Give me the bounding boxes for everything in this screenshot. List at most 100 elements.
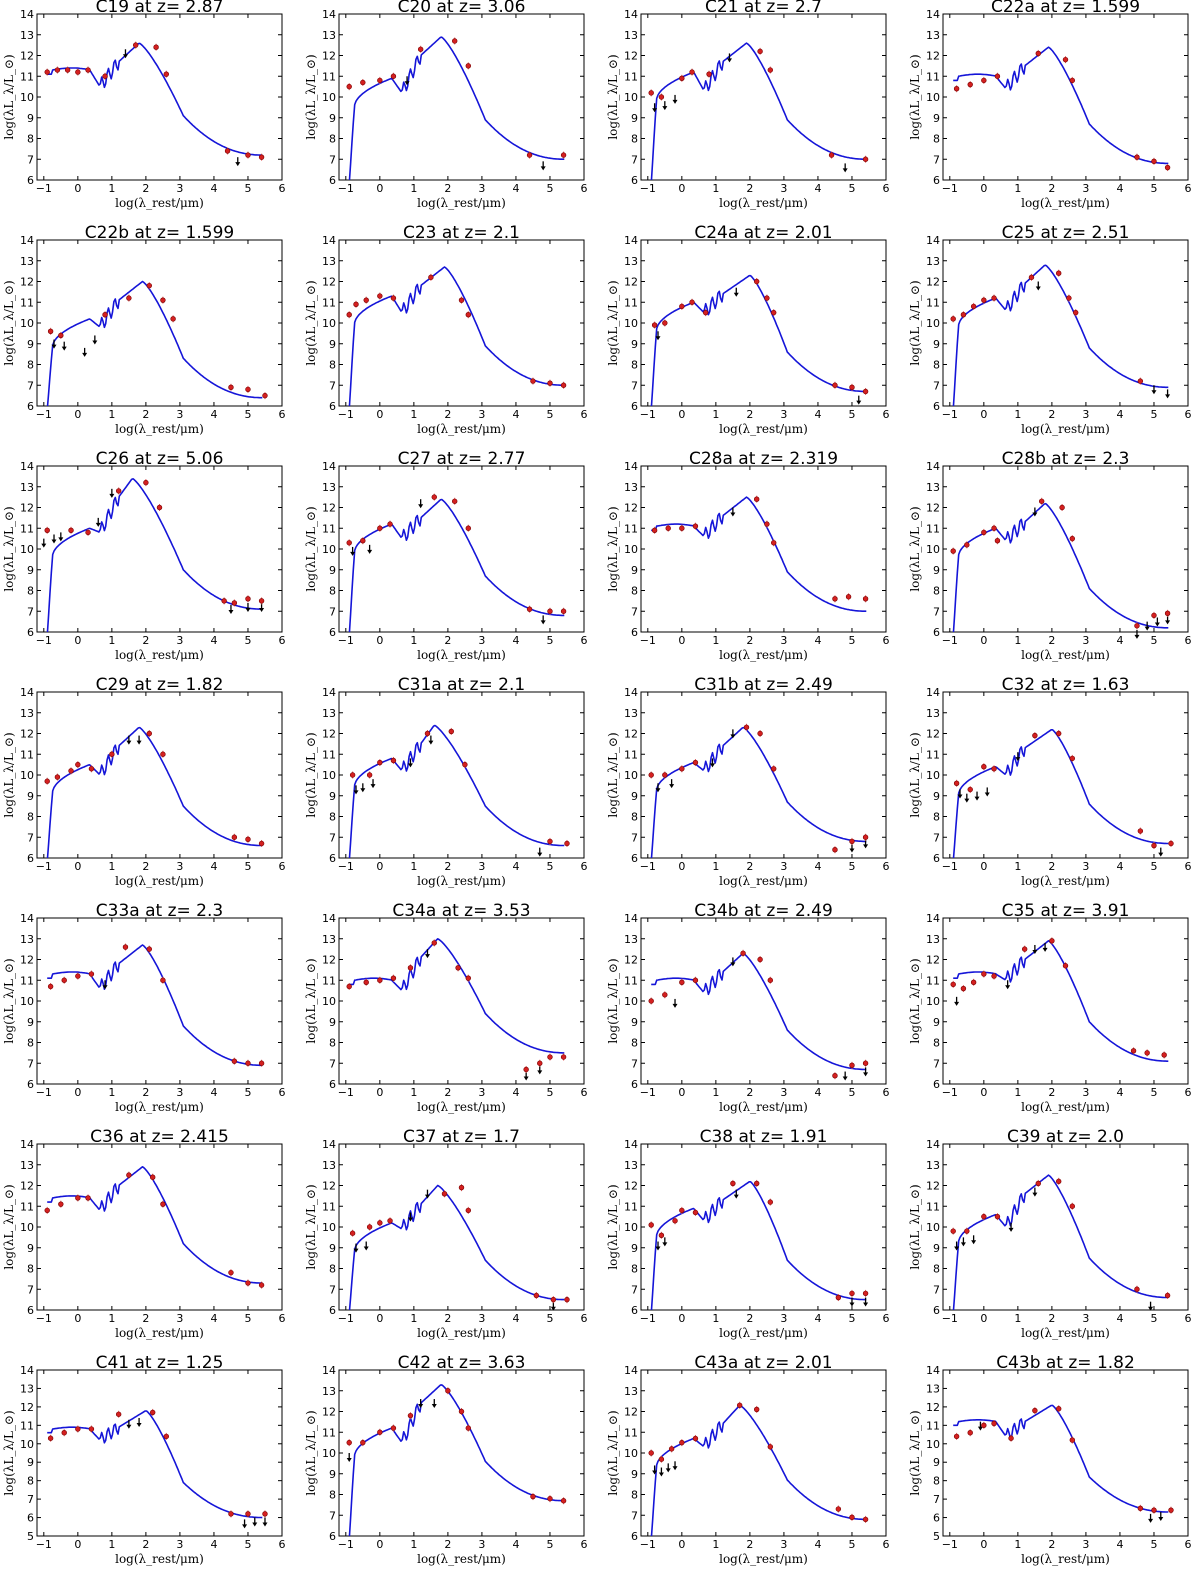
detection-point <box>706 71 712 77</box>
sed-model-line <box>651 496 867 613</box>
y-axis-label: log(λL_λ/L_⊙) <box>304 506 318 591</box>
y-tick-label: 7 <box>631 379 638 392</box>
detection-point <box>771 309 777 316</box>
detection-point <box>1049 938 1055 944</box>
x-tick-label: 0 <box>678 634 685 647</box>
x-tick-label: 6 <box>581 182 588 195</box>
panel-title: C22a at z= 1.599 <box>991 0 1140 17</box>
y-tick-label: 14 <box>20 912 34 925</box>
plot-frame <box>640 13 887 181</box>
upper-limit-head <box>1032 512 1038 517</box>
y-tick-label: 12 <box>926 1401 940 1414</box>
sed-panel: C34b at z= 2.49−1 0 1 2 3 4 5 667891011121314lo… <box>606 901 890 1114</box>
x-tick-label: 5 <box>1150 408 1157 421</box>
y-tick-label: 10 <box>926 543 940 556</box>
y-tick-label: 8 <box>329 585 336 598</box>
x-tick-label: −1 <box>640 1086 656 1099</box>
y-tick-label: 11 <box>322 1200 336 1213</box>
panel-title: C26 at z= 5.06 <box>96 449 224 469</box>
upper-limit-head <box>733 1194 739 1199</box>
x-tick-label: 3 <box>780 860 787 873</box>
sed-panel: C33a at z= 2.3−1 0 1 2 3 4 5 667891011121314log… <box>2 901 286 1114</box>
y-tick-label: 11 <box>926 296 940 309</box>
x-tick-label: 4 <box>210 1538 217 1551</box>
upper-limit-head <box>58 537 64 542</box>
y-tick-label: 10 <box>926 1221 940 1234</box>
upper-limit-head <box>672 1466 678 1471</box>
panel-title: C19 at z= 2.87 <box>96 0 224 17</box>
x-axis-label: log(λ_rest/μm) <box>417 648 506 662</box>
upper-limit-head <box>1035 286 1041 291</box>
y-tick-label: 8 <box>329 811 336 824</box>
sed-panel: C19 at z= 2.87−1 0 1 2 3 4 5 667891011121314log… <box>2 0 286 210</box>
x-tick-label: 0 <box>980 1538 987 1551</box>
x-tick-label: 3 <box>478 1312 485 1325</box>
y-tick-label: 6 <box>631 1078 638 1091</box>
detection-point <box>465 975 472 981</box>
detection-point <box>258 154 265 160</box>
y-tick-label: 11 <box>926 974 940 987</box>
detection-point <box>366 772 373 778</box>
x-tick-label: −1 <box>338 408 354 421</box>
x-tick-label: 3 <box>478 1538 485 1551</box>
upper-limit-head <box>82 352 88 357</box>
x-tick-label: −1 <box>640 1538 656 1551</box>
detection-point <box>953 85 960 92</box>
upper-limit-head <box>537 852 543 857</box>
detection-point <box>981 77 987 84</box>
x-tick-label: 1 <box>712 1312 719 1325</box>
y-tick-label: 10 <box>322 1221 336 1234</box>
y-tick-label: 6 <box>631 626 638 639</box>
sed-panel: C28a at z= 2.319−1 0 1 2 3 4 5 667891011121314l… <box>606 449 890 662</box>
detection-point <box>523 1066 529 1073</box>
y-axis-label: log(λL_λ/L_⊙) <box>908 1184 922 1269</box>
x-tick-label: 6 <box>883 634 890 647</box>
y-tick-label: 8 <box>933 1475 940 1488</box>
x-tick-label: 6 <box>1185 1538 1192 1551</box>
detection-point <box>262 1511 268 1517</box>
detection-point <box>47 983 54 990</box>
x-tick-label: 6 <box>279 860 286 873</box>
upper-limit-head <box>1134 634 1140 639</box>
y-tick-label: 6 <box>631 1304 638 1317</box>
x-tick-label: 3 <box>176 634 183 647</box>
detection-point <box>377 977 383 983</box>
detection-point <box>994 1213 1001 1220</box>
sed-panel: C23 at z= 2.1−1 0 1 2 3 4 5 667891011121314log(… <box>304 223 588 436</box>
upper-limit-head <box>954 1001 960 1006</box>
y-tick-label: 7 <box>933 831 940 844</box>
detection-point <box>85 529 91 536</box>
detection-point <box>126 295 132 301</box>
y-axis-label: log(λL_λ/L_⊙) <box>2 280 16 365</box>
detection-point <box>1073 309 1079 316</box>
detection-point <box>228 1269 234 1276</box>
x-tick-label: 5 <box>546 182 553 195</box>
x-axis-label: log(λ_rest/μm) <box>115 422 204 436</box>
detection-point <box>537 1060 543 1066</box>
detection-point <box>547 838 553 845</box>
upper-limit-head <box>418 504 424 509</box>
detection-point <box>44 69 50 75</box>
y-tick-label: 12 <box>926 1180 940 1193</box>
detection-point <box>828 152 835 158</box>
detection-point <box>149 1174 156 1180</box>
y-tick-label: 9 <box>329 790 336 803</box>
y-tick-label: 12 <box>20 954 34 967</box>
detection-point <box>160 1201 166 1207</box>
y-tick-label: 10 <box>20 995 34 1008</box>
detection-point <box>44 1207 50 1214</box>
x-tick-label: 6 <box>279 1538 286 1551</box>
sed-model-line <box>349 937 565 1054</box>
x-tick-label: 0 <box>74 1538 81 1551</box>
upper-limit-head <box>849 1302 855 1307</box>
y-tick-label: 12 <box>926 276 940 289</box>
panel-title: C28a at z= 2.319 <box>689 449 838 469</box>
y-tick-label: 10 <box>926 91 940 104</box>
y-tick-label: 6 <box>27 626 34 639</box>
x-tick-label: 0 <box>980 1312 987 1325</box>
x-axis-label: log(λ_rest/μm) <box>1021 196 1110 210</box>
panel-title: C22b at z= 1.599 <box>85 223 234 243</box>
y-tick-label: 6 <box>27 400 34 413</box>
detection-point <box>88 971 95 977</box>
detection-point <box>960 985 967 992</box>
